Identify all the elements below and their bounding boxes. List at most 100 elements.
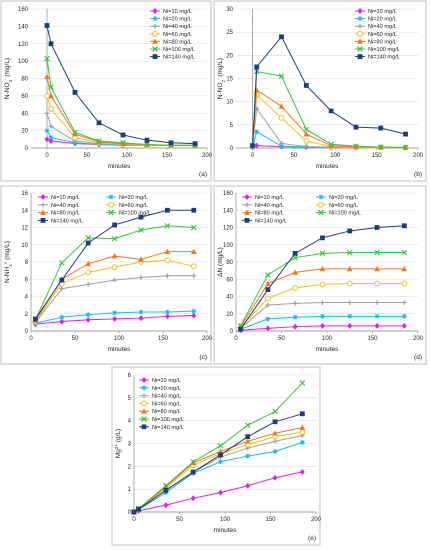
series-line bbox=[133, 382, 303, 513]
y-axis-label: ΔN (mg/L) bbox=[217, 247, 224, 277]
legend-label: Ni=80 mg/L bbox=[163, 39, 192, 45]
data-point bbox=[264, 295, 271, 302]
legend-marker bbox=[141, 400, 147, 407]
data-point bbox=[138, 309, 144, 315]
x-tick-label: 200 bbox=[311, 517, 322, 523]
legend-marker bbox=[318, 209, 324, 216]
legend-marker bbox=[141, 393, 147, 398]
y-tick-label: 120 bbox=[223, 226, 234, 232]
legend-marker bbox=[357, 46, 363, 52]
legend-marker bbox=[40, 202, 46, 208]
x-tick-label: 150 bbox=[162, 153, 173, 159]
data-point bbox=[163, 502, 169, 509]
data-point bbox=[44, 73, 50, 80]
legend-label: Ni=140 mg/L bbox=[255, 218, 287, 224]
data-point bbox=[347, 228, 353, 234]
data-point bbox=[144, 141, 150, 148]
data-point bbox=[48, 135, 54, 140]
x-tick-label: 0 bbox=[234, 336, 238, 342]
data-point bbox=[374, 249, 380, 256]
data-point bbox=[279, 34, 284, 40]
data-point bbox=[48, 138, 54, 145]
legend-label: Ni=20 mg/L bbox=[329, 195, 358, 201]
data-point bbox=[191, 248, 197, 255]
data-point bbox=[319, 265, 326, 272]
y-tick-label: 80 bbox=[226, 260, 233, 266]
x-tick-label: 50 bbox=[278, 336, 285, 342]
legend-marker bbox=[141, 377, 147, 383]
x-tick-label: 0 bbox=[251, 153, 255, 159]
legend-label: Ni=10 mg/L bbox=[255, 195, 284, 201]
legend-label: Ni=60 mg/L bbox=[152, 401, 181, 407]
data-point bbox=[111, 252, 118, 259]
x-tick-label: 50 bbox=[291, 153, 298, 159]
y-tick-label: 0 bbox=[25, 146, 29, 152]
y-tick-label: 25 bbox=[226, 30, 233, 36]
legend-marker bbox=[152, 8, 158, 14]
y-tick-label: 60 bbox=[21, 94, 28, 100]
data-point bbox=[112, 277, 117, 283]
chart-panel-4: 0 1 2 3 4 5 6 0 50 100 150 200 minutes Mg2+ (g/L) (e) N… bbox=[111, 366, 322, 546]
legend-label: Ni=20 mg/L bbox=[119, 195, 148, 201]
data-point bbox=[292, 284, 299, 291]
data-point bbox=[218, 452, 223, 458]
x-tick-label: 150 bbox=[158, 336, 169, 342]
legend-marker bbox=[357, 54, 363, 59]
data-point bbox=[59, 286, 65, 292]
x-axis-label: minutes bbox=[316, 346, 340, 353]
y-axis-label: N-NO3- (mg/L) bbox=[3, 58, 13, 99]
x-axis-label: minutes bbox=[214, 527, 238, 534]
data-point bbox=[254, 142, 260, 149]
legend: Ni=10 mg/L Ni=20 mg/L Ni=40 mg/L Ni=60 mg/L… bbox=[242, 194, 361, 224]
data-point bbox=[96, 138, 102, 144]
data-point bbox=[319, 250, 326, 257]
y-tick-label: 120 bbox=[18, 42, 29, 48]
data-point bbox=[191, 207, 197, 213]
legend-marker bbox=[152, 46, 158, 52]
data-point bbox=[120, 139, 126, 146]
legend-label: Ni=60 mg/L bbox=[329, 203, 358, 209]
data-point bbox=[168, 140, 174, 146]
data-point bbox=[272, 449, 278, 454]
x-tick-label: 50 bbox=[84, 153, 91, 159]
data-point bbox=[163, 487, 169, 493]
data-point bbox=[44, 128, 50, 134]
x-tick-label: 150 bbox=[265, 517, 276, 523]
data-point bbox=[44, 136, 50, 143]
legend-marker bbox=[141, 416, 147, 422]
legend-label: Ni=80 mg/L bbox=[255, 211, 284, 217]
legend-label: Ni=40 mg/L bbox=[368, 24, 397, 30]
legend-label: Ni=140 mg/L bbox=[51, 218, 83, 224]
legend-marker bbox=[152, 38, 158, 44]
y-tick-label: 6 bbox=[128, 373, 132, 379]
data-point bbox=[111, 264, 118, 271]
data-point bbox=[303, 138, 310, 144]
data-point bbox=[138, 227, 144, 233]
data-point bbox=[292, 314, 298, 320]
legend-marker bbox=[152, 16, 158, 21]
y-tick-label: 5 bbox=[128, 396, 132, 402]
legend-marker bbox=[152, 23, 158, 29]
data-point bbox=[217, 442, 224, 449]
data-point bbox=[85, 240, 91, 246]
data-point bbox=[59, 314, 65, 320]
data-point bbox=[401, 249, 408, 256]
legend-label: Ni=100 mg/L bbox=[163, 47, 195, 53]
x-tick-label: 50 bbox=[176, 517, 183, 523]
data-point bbox=[401, 313, 407, 319]
chart-panel-2: 0 2 4 6 8 10 12 14 16 0 50 100 150 200 minutes N-NH4+ (… bbox=[0, 185, 213, 365]
legend-marker bbox=[357, 30, 363, 37]
data-point bbox=[138, 256, 144, 262]
data-point bbox=[111, 235, 118, 242]
data-point bbox=[44, 92, 50, 99]
data-point bbox=[254, 64, 260, 70]
legend-label: Ni=100 mg/L bbox=[119, 211, 151, 217]
legend-label: Ni=140 mg/L bbox=[163, 55, 195, 61]
data-point bbox=[272, 438, 278, 444]
data-point bbox=[303, 144, 309, 150]
data-point bbox=[292, 250, 298, 256]
x-axis-label: minutes bbox=[108, 346, 132, 353]
data-point bbox=[299, 411, 305, 417]
data-point bbox=[272, 430, 278, 436]
data-point bbox=[299, 380, 306, 386]
